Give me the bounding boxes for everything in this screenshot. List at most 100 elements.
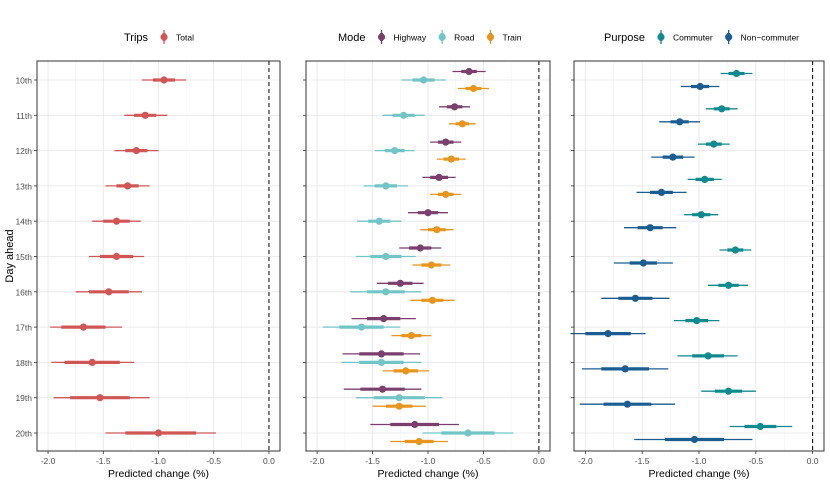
point-estimate-19th — [623, 400, 632, 408]
point-estimate-20th — [415, 437, 423, 446]
y-axis-title: Day ahead — [4, 229, 16, 282]
point-estimate-10th — [732, 69, 741, 78]
point-estimate-18th — [621, 365, 629, 373]
point-estimate-14th — [433, 226, 441, 234]
point-estimate-19th — [395, 394, 403, 402]
legend-label-commuter: Commuter — [673, 33, 713, 43]
x-tick-label: -2.0 — [310, 456, 325, 466]
x-tick-label: -0.5 — [748, 456, 763, 466]
point-estimate-18th — [377, 350, 386, 358]
legend-key-point — [377, 33, 386, 41]
point-estimate-18th — [88, 358, 96, 366]
point-estimate-20th — [690, 435, 699, 444]
point-estimate-17th — [380, 315, 388, 323]
legend-title: Trips — [124, 32, 149, 44]
legend-purpose: Purpose Commuter Non−commuter — [604, 30, 799, 44]
point-estimate-15th — [382, 252, 390, 261]
panel-trips: 10th 11th 12th 13th 14th 15th 16th 17th 18th 19th… — [15, 30, 281, 480]
legend-label-total: Total — [176, 33, 194, 43]
point-estimate-10th — [696, 82, 704, 91]
y-tick-label: 10th — [15, 76, 32, 86]
x-tick-label: -1.5 — [365, 456, 380, 466]
point-estimate-16th — [382, 288, 390, 296]
x-tick-label: 0.0 — [807, 456, 819, 466]
point-estimate-11th — [141, 111, 149, 119]
legend-title: Mode — [338, 32, 366, 44]
x-tick-label: -1.5 — [96, 456, 111, 466]
point-estimate-12th — [132, 147, 141, 155]
x-tick-label: -2.0 — [41, 456, 56, 466]
x-tick-label: -0.5 — [206, 456, 221, 466]
point-estimate-13th — [701, 175, 709, 183]
point-estimate-13th — [657, 188, 666, 196]
x-axis-title: Predicted change (%) — [108, 468, 209, 480]
point-estimate-11th — [451, 103, 459, 111]
x-tick-label: -1.0 — [151, 456, 166, 466]
y-tick-label: 18th — [15, 358, 32, 368]
point-estimate-18th — [402, 367, 410, 375]
point-estimate-16th — [396, 279, 404, 287]
point-estimate-10th — [419, 76, 428, 84]
legend-key-point — [657, 33, 665, 41]
point-estimate-15th — [112, 252, 121, 261]
point-estimate-11th — [458, 120, 466, 128]
legend-label-non-commuter: Non−commuter — [741, 33, 800, 43]
x-axis-title: Predicted change (%) — [649, 468, 750, 480]
point-estimate-15th — [427, 261, 435, 269]
point-estimate-16th — [428, 296, 437, 304]
point-estimate-15th — [731, 246, 739, 254]
y-tick-label: 20th — [15, 429, 32, 439]
point-estimate-10th — [160, 76, 168, 84]
point-estimate-11th — [400, 111, 408, 119]
point-estimate-17th — [79, 323, 87, 331]
series-road — [322, 76, 514, 437]
x-tick-label: -0.5 — [476, 456, 491, 466]
point-estimate-20th — [756, 422, 764, 431]
series-highway — [342, 67, 486, 429]
point-estimate-17th — [693, 317, 701, 325]
y-tick-label: 15th — [15, 252, 32, 262]
point-estimate-20th — [464, 429, 472, 437]
point-estimate-13th — [435, 173, 443, 181]
panel-purpose: -2.0 -1.5 -1.0 -0.5 0.0 Predicted change (%) P… — [570, 30, 825, 480]
point-estimate-15th — [639, 259, 647, 267]
legend-key-point — [486, 33, 495, 41]
legend-key-point — [160, 33, 168, 41]
legend-key-point — [438, 33, 446, 41]
legend-label-train: Train — [502, 33, 521, 43]
series-non-commuter — [570, 82, 753, 444]
point-estimate-13th — [442, 190, 450, 198]
x-tick-label: -2.0 — [578, 456, 593, 466]
point-estimate-14th — [697, 211, 705, 219]
x-tick-label: 0.0 — [533, 456, 545, 466]
point-estimate-13th — [123, 182, 132, 190]
point-estimate-11th — [718, 105, 726, 113]
x-tick-label: -1.0 — [421, 456, 436, 466]
series-commuter — [674, 69, 793, 431]
panel-mode: -2.0 -1.5 -1.0 -0.5 0.0 Predicted change (%) M… — [303, 30, 551, 480]
point-estimate-17th — [604, 330, 612, 338]
point-estimate-12th — [710, 140, 718, 148]
x-axis-title: Predicted change (%) — [378, 468, 479, 480]
point-estimate-14th — [375, 217, 383, 225]
point-estimate-12th — [669, 153, 677, 161]
y-tick-label: 16th — [15, 287, 32, 297]
point-estimate-16th — [631, 294, 639, 302]
point-estimate-16th — [105, 288, 113, 296]
y-tick-label: 17th — [15, 323, 32, 333]
point-estimate-19th — [724, 387, 733, 395]
y-tick-label: 19th — [15, 393, 32, 403]
point-estimate-19th — [96, 394, 104, 402]
point-estimate-20th — [154, 429, 163, 437]
y-tick-label: 11th — [16, 111, 32, 121]
point-estimate-12th — [442, 138, 450, 146]
legend-label-road: Road — [454, 33, 475, 43]
y-tick-label: 14th — [15, 217, 32, 227]
legend-title: Purpose — [604, 32, 645, 44]
point-estimate-12th — [391, 147, 399, 155]
series-train — [372, 84, 489, 446]
point-estimate-10th — [469, 84, 478, 93]
legend-label-highway: Highway — [394, 33, 427, 43]
point-estimate-15th — [416, 244, 424, 252]
